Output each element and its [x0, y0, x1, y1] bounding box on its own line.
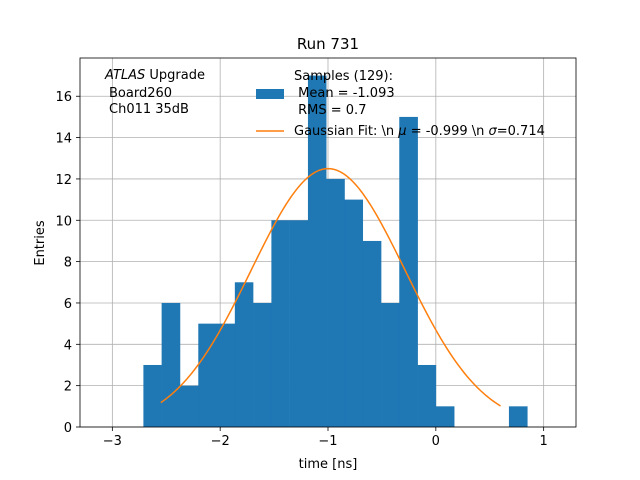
histogram-bar — [381, 302, 400, 427]
histogram-bar — [179, 385, 199, 427]
histogram-bar — [344, 199, 364, 427]
legend-samples-line-2: Mean = -1.093 — [294, 86, 395, 101]
legend: Samples (129): Mean = -1.093 RMS = 0.7 G… — [256, 69, 545, 139]
histogram-bar — [362, 240, 382, 427]
legend-samples-line-3: RMS = 0.7 — [294, 103, 366, 118]
histogram-bar — [289, 220, 309, 427]
x-axis-ticks: −3 −2 −1 0 1 — [103, 427, 548, 449]
fit-label-mu: μ — [397, 124, 406, 139]
histogram-bar — [435, 406, 455, 427]
histogram-bar — [143, 364, 162, 427]
y-axis-label: Entries — [33, 220, 48, 266]
histogram-bar — [508, 406, 528, 427]
y-tick-label: 0 — [64, 421, 72, 436]
histogram-bar — [271, 220, 290, 427]
x-tick-label: −3 — [103, 434, 122, 449]
chart-title: Run 731 — [297, 35, 359, 53]
histogram-bar — [198, 323, 217, 427]
annotation-line-1: ATLAS Upgrade — [104, 68, 205, 83]
histogram-bar — [253, 302, 272, 427]
fit-label-part-3: = -0.999 \n — [407, 124, 489, 139]
x-axis-label: time [ns] — [299, 457, 358, 472]
gaussian-fit-curve — [160, 167, 501, 407]
y-tick-label: 14 — [55, 132, 72, 147]
legend-histogram-patch — [256, 89, 284, 99]
annotation-line-3: Ch011 35dB — [109, 102, 189, 117]
histogram-bar — [417, 364, 437, 427]
histogram-bar — [307, 75, 327, 428]
legend-samples-line-1: Samples (129): — [294, 69, 393, 84]
y-tick-label: 4 — [64, 338, 72, 353]
y-tick-label: 12 — [55, 173, 72, 188]
atlas-annotation: ATLAS Upgrade Board260 Ch011 35dB — [104, 68, 205, 117]
annotation-emph: ATLAS — [104, 68, 145, 83]
histogram-bar — [216, 323, 236, 427]
histogram-bar — [326, 178, 345, 427]
y-tick-label: 8 — [64, 256, 72, 271]
histogram-bar — [161, 302, 181, 427]
x-tick-label: −2 — [211, 434, 230, 449]
fit-label-part-5: =0.714 — [497, 124, 545, 139]
fit-label-sigma: σ — [489, 124, 498, 139]
annotation-line-2: Board260 — [109, 86, 172, 101]
legend-fit-label: Gaussian Fit: \n μ = -0.999 \n σ=0.714 — [294, 124, 545, 139]
x-tick-label: 0 — [432, 434, 440, 449]
y-tick-label: 2 — [64, 380, 72, 395]
y-tick-label: 16 — [55, 90, 72, 105]
x-tick-label: −1 — [318, 434, 337, 449]
histogram-bar — [234, 282, 254, 427]
y-tick-label: 10 — [55, 214, 72, 229]
fit-label-part-1: Gaussian Fit: \n — [294, 124, 398, 139]
x-tick-label: 1 — [540, 434, 548, 449]
annotation-rest: Upgrade — [145, 68, 205, 83]
y-axis-ticks: 0 2 4 6 8 10 12 14 16 — [55, 90, 80, 436]
histogram-bar — [399, 116, 418, 428]
y-tick-label: 6 — [64, 297, 72, 312]
histogram-bars — [143, 75, 528, 428]
